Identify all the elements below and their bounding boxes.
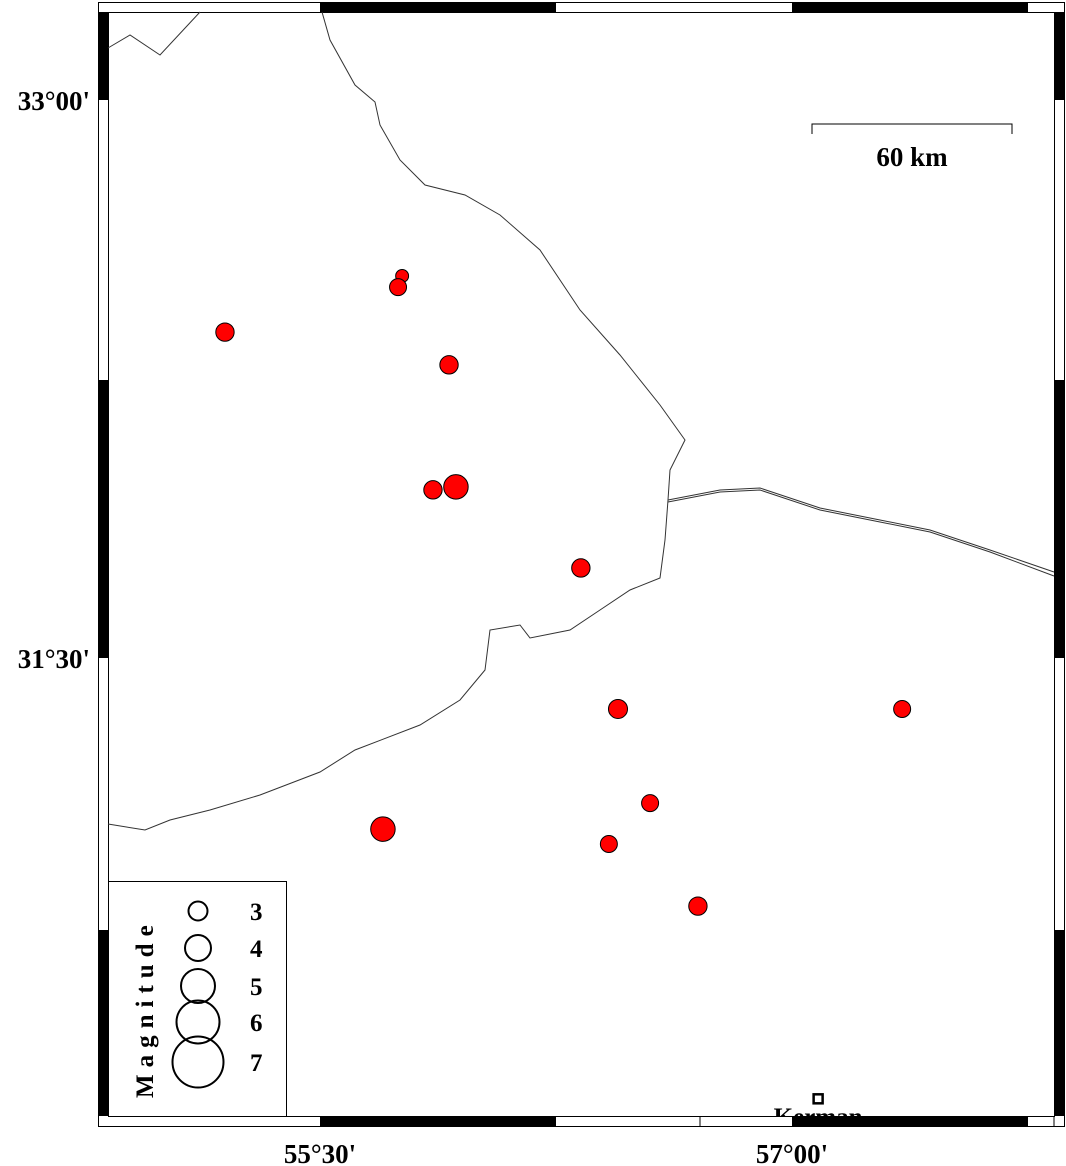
earthquake-marker — [688, 896, 708, 916]
earthquake-marker — [443, 474, 469, 500]
x-tick-label: 55°30' — [284, 1139, 356, 1166]
city-marker-icon — [812, 1093, 824, 1105]
legend-label: 4 — [250, 936, 263, 963]
earthquake-marker — [607, 698, 629, 719]
legend-label: 3 — [250, 899, 263, 926]
legend-circle-icon — [184, 934, 212, 962]
legend-label: 6 — [250, 1010, 263, 1037]
scale-bar-label: 60 km — [876, 142, 948, 172]
earthquake-marker — [893, 699, 912, 718]
earthquake-marker — [215, 322, 235, 342]
earthquake-marker — [423, 480, 443, 500]
earthquake-marker — [370, 816, 396, 842]
legend-circle-icon — [180, 968, 216, 1004]
legend-label: 5 — [250, 974, 263, 1001]
earthquake-marker — [599, 835, 618, 853]
province-boundaries — [107, 11, 1055, 831]
scale-bar: 60 km — [811, 123, 1013, 172]
boundary-line — [667, 487, 1055, 573]
legend-label: 7 — [250, 1050, 263, 1077]
magnitude-legend: Magnitude 3 4 5 6 7 — [108, 881, 287, 1117]
earthquake-marker — [439, 355, 459, 375]
earthquake-marker — [641, 794, 660, 813]
y-tick-label: 31°30' — [18, 644, 90, 674]
y-tick-label: 33°00' — [18, 86, 90, 116]
earthquake-marker — [571, 558, 591, 578]
earthquake-marker — [389, 278, 408, 297]
legend-circle-icon — [171, 1035, 225, 1089]
boundary-line — [667, 489, 1055, 577]
earthquake-events — [215, 268, 912, 916]
x-tick-label: 57°00' — [756, 1139, 828, 1166]
boundary-line — [107, 11, 201, 56]
boundary-line — [107, 11, 686, 831]
legend-title: Magnitude — [132, 918, 159, 1098]
legend-circle-icon — [175, 999, 221, 1045]
legend-circle-icon — [187, 900, 209, 922]
